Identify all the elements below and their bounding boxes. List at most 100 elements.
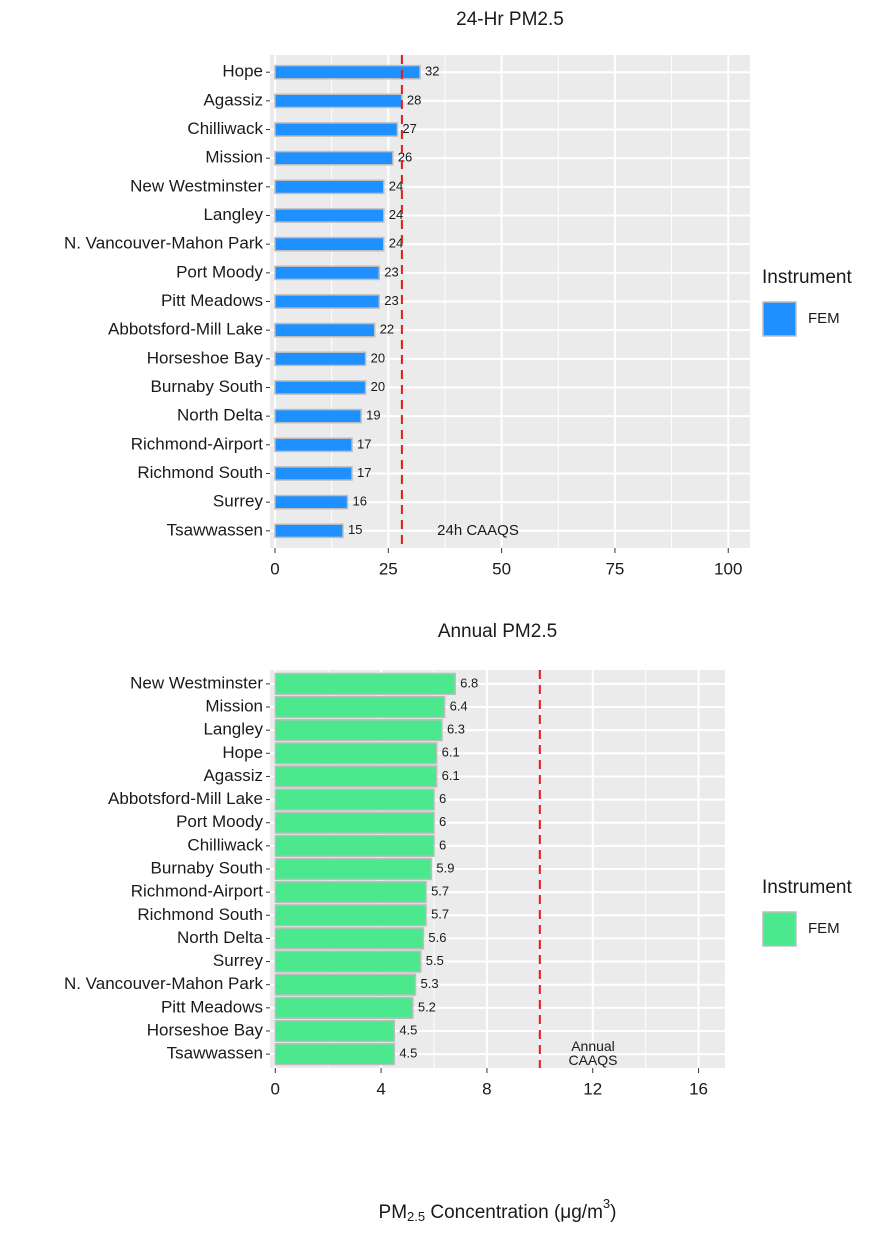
value-label: 6 xyxy=(439,791,446,806)
value-label: 6.4 xyxy=(450,698,468,713)
y-tick-label: Agassiz xyxy=(203,766,263,785)
y-tick-label: Mission xyxy=(205,697,263,716)
bar xyxy=(274,236,385,252)
y-tick-label: Langley xyxy=(203,720,263,739)
x-tick-label: 100 xyxy=(714,559,742,578)
x-tick-label: 8 xyxy=(482,1079,491,1098)
legend-key xyxy=(762,301,797,337)
value-label: 5.5 xyxy=(426,953,444,968)
value-label: 5.2 xyxy=(418,999,436,1014)
y-tick-label: North Delta xyxy=(177,406,264,425)
value-label: 6.8 xyxy=(460,675,478,690)
y-tick-label: Abbotsford-Mill Lake xyxy=(108,320,263,339)
x-tick-label: 0 xyxy=(270,559,279,578)
value-label: 5.6 xyxy=(428,930,446,945)
y-tick-label: Tsawwassen xyxy=(167,520,263,539)
bar xyxy=(274,494,349,510)
chart-title: 24-Hr PM2.5 xyxy=(456,9,564,30)
reference-label: CAAQS xyxy=(568,1052,617,1068)
x-tick-label: 50 xyxy=(492,559,511,578)
bar xyxy=(274,294,380,309)
y-tick-label: Hope xyxy=(222,743,263,762)
value-label: 27 xyxy=(402,121,416,136)
y-tick-label: Surrey xyxy=(213,951,264,970)
bar xyxy=(274,695,446,719)
bar xyxy=(274,927,425,950)
y-tick-label: Hope xyxy=(222,62,263,81)
bar xyxy=(274,904,427,927)
bar xyxy=(274,834,435,858)
y-tick-label: Abbotsford-Mill Lake xyxy=(108,789,263,808)
y-tick-label: Richmond-Airport xyxy=(131,434,264,453)
y-tick-label: Richmond-Airport xyxy=(131,882,264,901)
value-label: 6 xyxy=(439,814,446,829)
bar xyxy=(274,719,443,742)
bar xyxy=(274,208,385,223)
bar xyxy=(274,64,421,80)
y-tick-label: Port Moody xyxy=(176,262,263,281)
bar xyxy=(274,466,353,481)
bar xyxy=(274,351,367,367)
x-tick-label: 16 xyxy=(689,1079,708,1098)
bar xyxy=(274,523,344,539)
bar xyxy=(274,788,435,811)
value-label: 4.5 xyxy=(399,1022,417,1037)
y-tick-label: Burnaby South xyxy=(151,858,263,877)
legend-title: Instrument xyxy=(762,267,852,288)
bar xyxy=(274,179,385,195)
y-tick-label: Port Moody xyxy=(176,812,263,831)
value-label: 5.7 xyxy=(431,907,449,922)
x-tick-label: 25 xyxy=(379,559,398,578)
y-tick-label: Surrey xyxy=(213,492,264,511)
value-label: 24 xyxy=(389,178,403,193)
value-label: 23 xyxy=(384,264,398,279)
bar xyxy=(274,122,399,137)
bar xyxy=(274,811,435,834)
value-label: 28 xyxy=(407,92,421,107)
value-label: 6 xyxy=(439,837,446,852)
bar xyxy=(274,996,414,1020)
x-tick-label: 75 xyxy=(605,559,624,578)
bar xyxy=(274,150,394,166)
y-tick-label: Pitt Meadows xyxy=(161,291,263,310)
y-tick-label: Horseshoe Bay xyxy=(147,1020,264,1039)
bar xyxy=(274,973,417,996)
x-tick-label: 12 xyxy=(583,1079,602,1098)
value-label: 22 xyxy=(380,322,394,337)
y-tick-label: Horseshoe Bay xyxy=(147,348,264,367)
value-label: 16 xyxy=(353,494,367,509)
value-label: 17 xyxy=(357,436,371,451)
value-label: 20 xyxy=(371,379,385,394)
y-tick-label: Chilliwack xyxy=(187,119,263,138)
y-tick-label: Tsawwassen xyxy=(167,1044,263,1063)
reference-label: Annual xyxy=(571,1038,615,1054)
value-label: 5.9 xyxy=(436,860,454,875)
y-tick-label: Chilliwack xyxy=(187,835,263,854)
x-axis-label-sup: 3 xyxy=(603,1196,610,1211)
y-tick-label: New Westminster xyxy=(130,673,263,692)
chart-title: Annual PM2.5 xyxy=(438,621,557,642)
x-axis-label-part: PM xyxy=(379,1202,408,1223)
value-label: 6.1 xyxy=(442,745,460,760)
value-label: 6.3 xyxy=(447,722,465,737)
value-label: 5.7 xyxy=(431,884,449,899)
y-tick-label: N. Vancouver-Mahon Park xyxy=(64,974,264,993)
x-axis-label-sub: 2.5 xyxy=(407,1209,425,1224)
bar xyxy=(274,950,422,973)
x-tick-label: 4 xyxy=(376,1079,385,1098)
y-tick-label: Richmond South xyxy=(137,463,263,482)
bar xyxy=(274,1019,396,1043)
bar xyxy=(274,857,433,881)
y-tick-label: N. Vancouver-Mahon Park xyxy=(64,234,264,253)
x-axis-label: PM2.5 Concentration (μg/m3) xyxy=(379,1196,617,1224)
bar xyxy=(274,437,353,453)
legend-label: FEM xyxy=(808,920,840,937)
bar xyxy=(274,742,438,765)
value-label: 26 xyxy=(398,150,412,165)
value-label: 5.3 xyxy=(420,976,438,991)
bar xyxy=(274,880,427,904)
bar xyxy=(274,1042,396,1066)
value-label: 32 xyxy=(425,64,439,79)
legend-key xyxy=(762,911,797,947)
